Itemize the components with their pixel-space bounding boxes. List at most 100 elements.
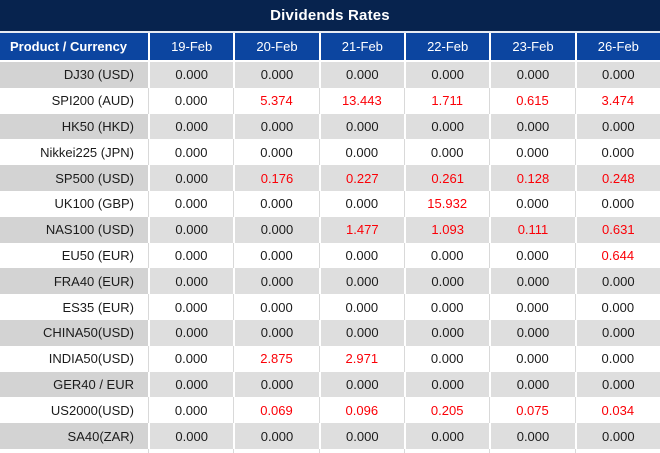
value-cell: 0.000 (489, 371, 575, 398)
product-cell: INDIA50(USD) (0, 345, 148, 372)
value-cell: 0.000 (574, 319, 660, 346)
table-row: SA40(ZAR) 0.000 0.000 0.000 0.000 0.000 0.000 (0, 423, 660, 449)
table-row: SP500 (USD) 0.000 0.176 0.227 0.261 0.128 0.24… (0, 165, 660, 191)
column-header-product-currency: Product / Currency (10, 39, 128, 54)
product-cell: EU50 (EUR) (0, 242, 148, 269)
value-cell: 13.443 (318, 87, 404, 114)
value-cell: 0.000 (233, 190, 319, 217)
value-cell: 0.000 (148, 165, 234, 191)
product-cell: US2000(USD) (0, 397, 148, 424)
table-row: INDIA50(USD) 0.000 2.875 2.971 0.000 0.000 0.0… (0, 345, 660, 372)
value-cell: 0.000 (318, 371, 404, 398)
value-cell: 0.000 (404, 423, 490, 449)
value-cell: 0.000 (233, 139, 319, 166)
value-cell: 0.000 (148, 371, 234, 398)
value-cell: 0.000 (148, 268, 234, 295)
table-row: EU50 (EUR) 0.000 0.000 0.000 0.000 0.000 0.644 (0, 242, 660, 269)
table-row: ES35 (EUR) 0.000 0.000 0.000 0.000 0.000 0.000 (0, 294, 660, 320)
value-cell: 0.000 (489, 319, 575, 346)
value-cell: 1.093 (404, 216, 490, 243)
value-cell: 0.000 (574, 139, 660, 166)
column-header-date: 22-Feb (404, 33, 489, 60)
product-cell: HK50 (HKD) (0, 113, 148, 140)
value-cell: 0.000 (489, 423, 575, 449)
value-cell: 0.644 (574, 242, 660, 269)
value-cell: 0.000 (148, 294, 234, 320)
value-cell: 0.000 (318, 319, 404, 346)
table-row: DJ30 (USD) 0.000 0.000 0.000 0.000 0.000 0.000 (0, 62, 660, 88)
value-cell: 0.000 (148, 345, 234, 372)
value-cell: 2.875 (233, 345, 319, 372)
value-cell: 0.000 (489, 268, 575, 295)
table-row: FRA40 (EUR) 0.000 0.000 0.000 0.000 0.000 0.00… (0, 268, 660, 295)
value-cell: 0.111 (489, 216, 575, 243)
value-cell: 1.711 (404, 87, 490, 114)
partial-cell (0, 449, 148, 453)
value-cell: 0.000 (574, 190, 660, 217)
product-cell: ES35 (EUR) (0, 294, 148, 320)
value-cell: 0.000 (233, 268, 319, 295)
partial-cell (318, 448, 404, 453)
value-cell: 0.000 (318, 113, 404, 140)
value-cell: 0.000 (574, 268, 660, 295)
value-cell: 0.000 (233, 294, 319, 320)
value-cell: 0.000 (574, 113, 660, 140)
value-cell: 0.000 (233, 242, 319, 269)
panel-title: Dividends Rates (0, 0, 660, 31)
value-cell: 0.000 (404, 62, 490, 88)
table-row: UK100 (GBP) 0.000 0.000 0.000 15.932 0.000 0.0… (0, 190, 660, 217)
partial-cell (489, 448, 574, 453)
value-cell: 0.000 (574, 371, 660, 398)
product-cell: NAS100 (USD) (0, 216, 148, 243)
value-cell: 0.227 (318, 165, 404, 191)
value-cell: 0.069 (233, 397, 319, 424)
value-cell: 0.000 (148, 139, 234, 166)
value-cell: 0.000 (148, 242, 234, 269)
value-cell: 0.000 (233, 423, 319, 449)
column-header-date: 23-Feb (489, 33, 574, 60)
value-cell: 0.000 (148, 319, 234, 346)
value-cell: 0.000 (404, 345, 490, 372)
partial-cell (233, 448, 318, 453)
value-cell: 0.000 (318, 139, 404, 166)
value-cell: 0.000 (489, 139, 575, 166)
value-cell: 0.000 (233, 319, 319, 346)
value-cell: 2.971 (318, 345, 404, 372)
value-cell: 0.261 (404, 165, 490, 191)
column-header-date: 20-Feb (233, 33, 318, 60)
value-cell: 0.000 (574, 345, 660, 372)
value-cell: 0.000 (574, 423, 660, 449)
partial-cell (404, 448, 489, 453)
value-cell: 0.248 (574, 165, 660, 191)
table-row: SPI200 (AUD) 0.000 5.374 13.443 1.711 0.615 3.… (0, 87, 660, 114)
bottom-partial-row (0, 448, 660, 453)
value-cell: 0.000 (404, 294, 490, 320)
value-cell: 0.000 (404, 371, 490, 398)
value-cell: 15.932 (404, 190, 490, 217)
column-header-date: 19-Feb (148, 33, 233, 60)
value-cell: 0.000 (404, 268, 490, 295)
column-header-date: 26-Feb (574, 33, 660, 60)
table-header-row: Product / Currency 19-Feb 20-Feb 21-Feb 22-… (0, 33, 660, 62)
table-row: US2000(USD) 0.000 0.069 0.096 0.205 0.075 0.03… (0, 397, 660, 424)
value-cell: 0.000 (318, 294, 404, 320)
value-cell: 0.000 (148, 62, 234, 88)
value-cell: 0.000 (489, 242, 575, 269)
value-cell: 0.000 (233, 62, 319, 88)
product-cell: GER40 / EUR (0, 371, 148, 398)
value-cell: 0.000 (489, 190, 575, 217)
product-cell: FRA40 (EUR) (0, 268, 148, 295)
value-cell: 3.474 (574, 87, 660, 114)
table-body: DJ30 (USD) 0.000 0.000 0.000 0.000 0.000 0.000… (0, 62, 660, 449)
value-cell: 0.615 (489, 87, 575, 114)
value-cell: 0.000 (318, 242, 404, 269)
value-cell: 0.000 (318, 62, 404, 88)
value-cell: 0.000 (404, 242, 490, 269)
table-row: GER40 / EUR 0.000 0.000 0.000 0.000 0.000 0.00… (0, 371, 660, 398)
table-row: NAS100 (USD) 0.000 0.000 1.477 1.093 0.111 0.6… (0, 216, 660, 243)
value-cell: 0.000 (148, 216, 234, 243)
product-cell: DJ30 (USD) (0, 62, 148, 88)
value-cell: 0.000 (404, 319, 490, 346)
table-row: Nikkei225 (JPN) 0.000 0.000 0.000 0.000 0.000… (0, 139, 660, 166)
